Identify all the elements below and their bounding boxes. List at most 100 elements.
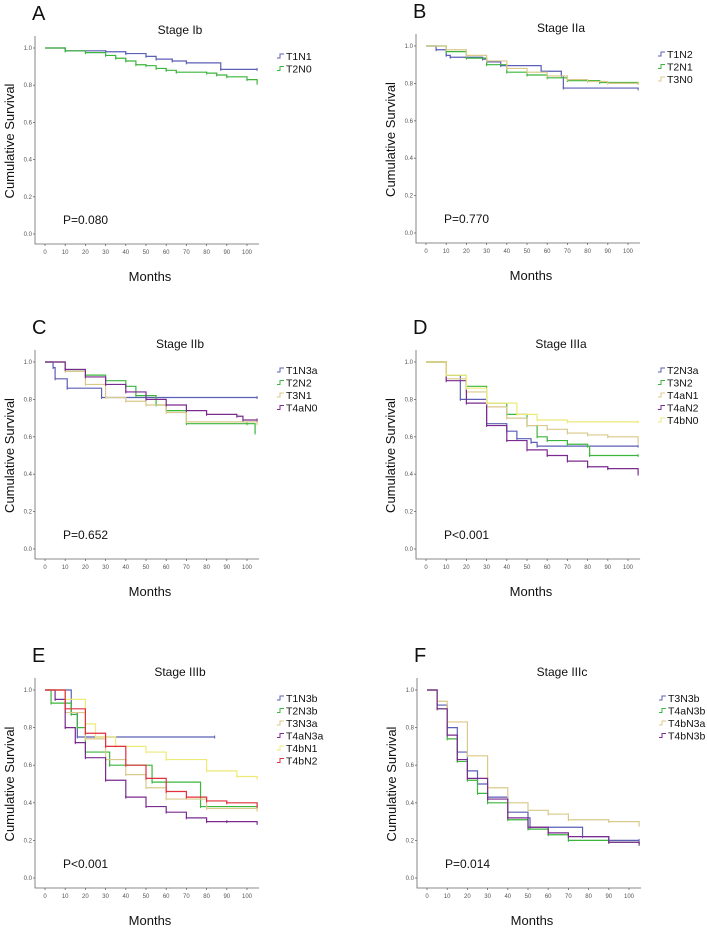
x-tick-label: 40 [504, 894, 511, 900]
y-tick-label: 0.0 [24, 547, 33, 553]
axes [415, 350, 641, 560]
x-tick-label: 50 [524, 249, 531, 255]
x-tick-label: 90 [223, 894, 230, 900]
y-tick-label: 0.6 [24, 763, 33, 769]
x-tick-label: 60 [545, 894, 552, 900]
p-value: P=0.080 [63, 213, 108, 227]
p-value: P<0.001 [63, 857, 108, 871]
legend-swatch [658, 76, 665, 82]
legend-entry: T2N2 [286, 378, 312, 390]
km-curve-t4an0 [45, 361, 258, 421]
panel-title: Stage Ib [158, 23, 203, 37]
x-tick-label: 60 [163, 565, 170, 571]
legend-swatch [277, 758, 284, 763]
y-axis-label: Cumulative Survival [2, 398, 17, 513]
y-axis-label: Cumulative Survival [2, 83, 17, 198]
x-tick-label: 100 [623, 249, 634, 255]
x-tick-label: 10 [62, 565, 69, 571]
x-tick-label: 0 [424, 249, 428, 255]
p-value: P<0.001 [444, 528, 489, 542]
legend-swatch [659, 708, 666, 713]
legend-entry: T4bN2 [286, 756, 318, 768]
x-tick-label: 50 [143, 250, 150, 256]
legend-entry: T1N2 [667, 49, 693, 61]
panel-d: D Stage IIIa 0.0 0.2 0.4 0.6 0.8 1.0 0 10 20 30 40 50… [383, 317, 699, 599]
legend-entry: T4aN3b [668, 706, 706, 718]
panel-e: E Stage IIIb 0.0 0.2 0.4 0.6 0.8 1.0 0 10 20 30 40 50… [2, 645, 324, 928]
x-tick-label: 10 [62, 250, 69, 256]
legend-entry: T4bN0 [667, 415, 699, 427]
legend-entry: T4aN0 [286, 403, 318, 415]
x-tick-label: 0 [43, 894, 47, 900]
legend-swatch [659, 720, 666, 726]
legend-swatch [277, 392, 284, 398]
x-tick-label: 40 [122, 250, 129, 256]
x-tick-label: 10 [443, 565, 450, 571]
x-tick-label: 80 [203, 250, 210, 256]
legend-entry: T2N1 [667, 62, 693, 74]
x-tick-label: 90 [604, 249, 611, 255]
x-tick-label: 40 [122, 894, 129, 900]
legend-swatch [277, 708, 284, 713]
legend-swatch [659, 695, 666, 701]
x-tick-label: 30 [483, 565, 490, 571]
legend-swatch [277, 53, 284, 59]
x-tick-label: 20 [82, 250, 89, 256]
x-tick-label: 10 [62, 894, 69, 900]
axes [415, 34, 641, 244]
x-tick-label: 100 [623, 565, 634, 571]
km-curve-t4an1 [426, 361, 639, 443]
panel-title: Stage IIIc [537, 665, 588, 679]
x-tick-label: 80 [585, 894, 592, 900]
p-value: P=0.652 [63, 528, 108, 542]
legend-swatch [658, 405, 665, 410]
legend-entry: T3N0 [667, 74, 693, 86]
legend-entry: T4aN3a [286, 731, 324, 743]
x-tick-label: 20 [82, 565, 89, 571]
x-tick-label: 100 [624, 894, 635, 900]
panel-title: Stage IIa [537, 21, 585, 35]
p-value: P=0.770 [444, 212, 489, 226]
x-tick-label: 70 [183, 565, 190, 571]
panel-c: C Stage IIb 0.0 0.2 0.4 0.6 0.8 1.0 0 10 20 30 40 50 6… [2, 317, 318, 599]
panel-title: Stage IIb [156, 337, 204, 351]
legend-swatch [658, 392, 665, 398]
axes [34, 36, 260, 245]
panel-title: Stage IIIa [535, 337, 587, 351]
panel-b: B Stage IIa 0.0 0.2 0.4 0.6 0.8 1.0 0 10 20 30 40 50 6… [383, 1, 693, 283]
panel-f: F Stage IIIc 0.0 0.2 0.4 0.6 0.8 1.0 0 10 20 30 40 50… [384, 645, 706, 928]
y-tick-label: 1.0 [406, 688, 415, 694]
x-tick-label: 10 [443, 249, 450, 255]
y-tick-label: 0.4 [406, 801, 415, 807]
y-tick-label: 0.4 [24, 801, 33, 807]
y-axis-label: Cumulative Survival [383, 82, 398, 197]
x-tick-label: 90 [223, 250, 230, 256]
x-axis-label: Months [129, 584, 172, 599]
axes [34, 678, 260, 889]
x-tick-label: 50 [143, 565, 150, 571]
x-tick-label: 70 [183, 250, 190, 256]
panel-letter: B [413, 1, 426, 23]
x-tick-label: 60 [163, 250, 170, 256]
km-curve-t1n3a [45, 361, 258, 399]
x-tick-label: 0 [425, 894, 429, 900]
y-tick-label: 0.8 [406, 726, 415, 732]
x-tick-label: 60 [544, 565, 551, 571]
y-tick-label: 0.2 [406, 838, 415, 844]
x-axis-label: Months [129, 269, 172, 284]
x-tick-label: 80 [584, 249, 591, 255]
x-tick-label: 40 [503, 565, 510, 571]
y-tick-label: 0.0 [24, 876, 33, 882]
x-tick-label: 60 [544, 249, 551, 255]
legend-swatch [658, 51, 665, 57]
axes [34, 350, 260, 560]
x-tick-label: 90 [604, 565, 611, 571]
legend-swatch [658, 380, 665, 385]
legend-swatch [277, 733, 284, 738]
x-tick-label: 80 [203, 565, 210, 571]
y-tick-label: 1.0 [24, 46, 33, 52]
x-axis-label: Months [510, 584, 553, 599]
y-tick-label: 1.0 [24, 360, 33, 366]
x-tick-label: 90 [605, 894, 612, 900]
legend-entry: T4bN3a [668, 718, 706, 730]
